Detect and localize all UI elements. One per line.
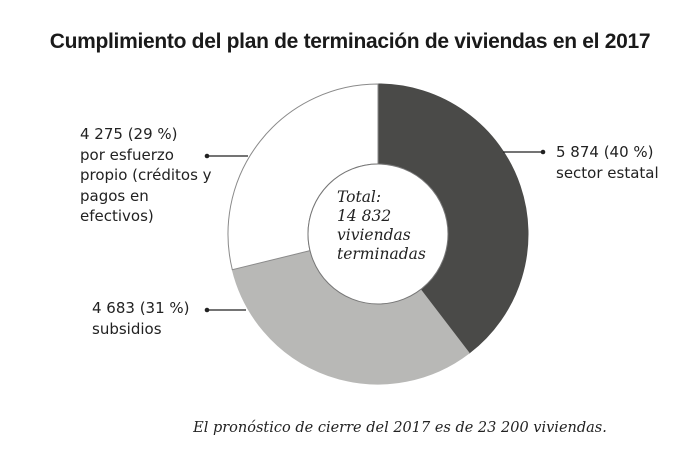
- leader-esfuerzo-propio-dot: [204, 153, 210, 159]
- label-value: 4 275 (29 %): [80, 125, 178, 143]
- donut-hole: [307, 163, 449, 305]
- center-label-line: Total:: [337, 188, 382, 206]
- leader-sector-estatal-dot: [540, 149, 546, 155]
- label-sector-estatal: 5 874 (40 %) sector estatal: [556, 142, 659, 183]
- label-name: sector estatal: [556, 163, 659, 182]
- label-name: efectivos): [80, 207, 154, 225]
- center-label-line: terminadas: [337, 245, 426, 263]
- label-name: por esfuerzo: [80, 145, 174, 164]
- label-esfuerzo-propio: 4 275 (29 %) por esfuerzo propio (crédit…: [80, 124, 212, 227]
- label-name: propio (créditos y: [80, 166, 212, 184]
- label-value: 4 683 (31 %): [92, 299, 190, 317]
- center-label: Total: 14 832 viviendas terminadas: [315, 188, 445, 264]
- label-value: 5 874 (40 %): [556, 143, 654, 161]
- center-label-line: 14 832: [337, 207, 392, 225]
- label-name: pagos en: [80, 186, 149, 205]
- center-label-line: viviendas: [337, 226, 411, 244]
- footnote: El pronóstico de cierre del 2017 es de 2…: [193, 420, 607, 436]
- label-subsidios: 4 683 (31 %) subsidios: [92, 298, 190, 339]
- chart-title: Cumplimiento del plan de terminación de …: [49, 30, 651, 53]
- leader-subsidios-dot: [204, 307, 210, 313]
- label-name: subsidios: [92, 319, 162, 338]
